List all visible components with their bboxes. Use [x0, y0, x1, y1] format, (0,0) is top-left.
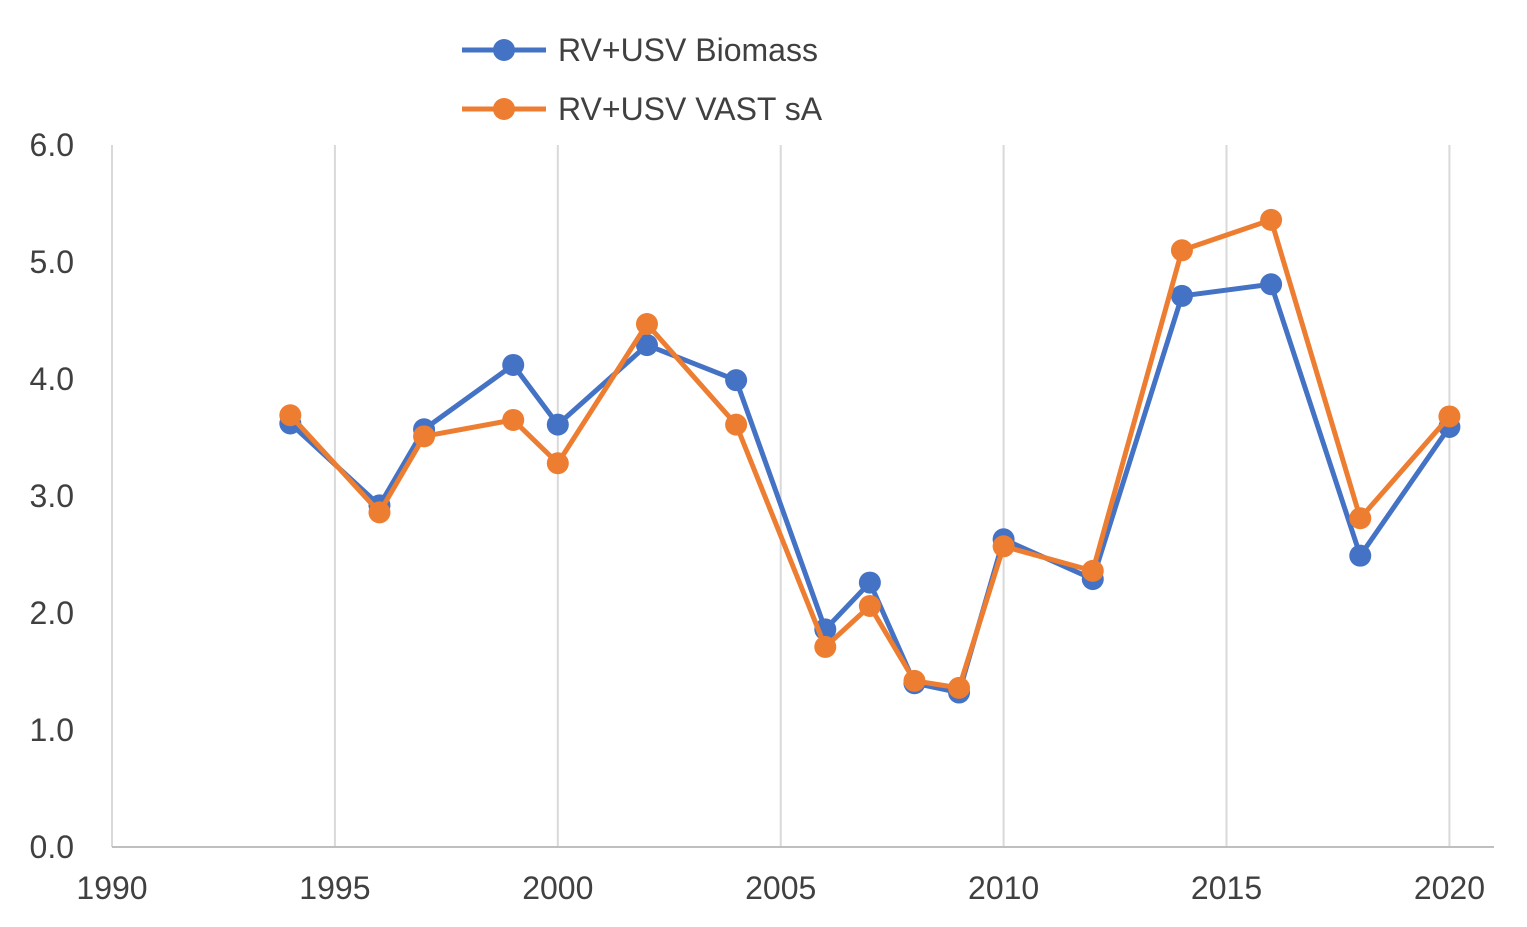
- series-2-point-2014: [1170, 239, 1193, 262]
- series-1-point-2007: [858, 571, 881, 594]
- y-tick-label-0.0: 0.0: [30, 829, 74, 865]
- x-axis-tick-labels: 1990 1995 2000 2005 2010 2015 2020: [76, 870, 1485, 906]
- legend-item-1: RV+USV Biomass: [462, 32, 818, 68]
- legend: RV+USV Biomass RV+USV VAST sA: [462, 32, 823, 127]
- series-2-point-2006: [814, 635, 837, 658]
- series-2-point-2008: [903, 669, 926, 692]
- x-tick-label-2005: 2005: [745, 870, 816, 906]
- legend-label-1: RV+USV Biomass: [558, 32, 818, 68]
- series-2-point-2010: [992, 535, 1015, 558]
- legend-label-2: RV+USV VAST sA: [558, 91, 823, 127]
- series-1-point-2002: [635, 334, 658, 357]
- y-tick-label-3.0: 3.0: [30, 478, 74, 514]
- series-2-point-1996: [368, 501, 391, 524]
- series-1-point-2018: [1349, 544, 1372, 567]
- series-2-point-2012: [1081, 559, 1104, 582]
- series-2-point-2016: [1260, 208, 1283, 231]
- x-tick-label-2000: 2000: [522, 870, 593, 906]
- x-tick-label-2015: 2015: [1191, 870, 1262, 906]
- y-tick-label-5.0: 5.0: [30, 244, 74, 280]
- gridlines: [111, 145, 1451, 847]
- series-1-point-2000: [546, 413, 569, 436]
- y-tick-label-6.0: 6.0: [30, 127, 74, 163]
- legend-item-2: RV+USV VAST sA: [462, 91, 823, 127]
- series-1-point-2004: [725, 369, 748, 392]
- series-2-point-2009: [948, 676, 971, 699]
- series-1-line: [287, 281, 1452, 696]
- series-layer: [279, 208, 1461, 704]
- y-tick-label-2.0: 2.0: [30, 595, 74, 631]
- series-2-point-2002: [635, 313, 658, 336]
- series-2-point-2018: [1349, 507, 1372, 530]
- y-tick-label-1.0: 1.0: [30, 712, 74, 748]
- series-2-point-1999: [502, 408, 525, 431]
- series-2-point-2004: [725, 413, 748, 436]
- legend-swatch-marker-1: [493, 39, 515, 61]
- x-tick-label-2010: 2010: [968, 870, 1039, 906]
- series-1-point-2016: [1260, 273, 1283, 296]
- series-1-point-1999: [502, 353, 525, 376]
- y-axis-tick-labels: 0.0 1.0 2.0 3.0 4.0 5.0 6.0: [30, 127, 74, 865]
- legend-swatch-marker-2: [493, 98, 515, 120]
- series-1: [279, 273, 1461, 704]
- series-1-point-2014: [1170, 284, 1193, 307]
- series-2-point-1997: [413, 425, 436, 448]
- series-2-point-2000: [546, 452, 569, 475]
- x-tick-label-2020: 2020: [1414, 870, 1485, 906]
- x-tick-label-1995: 1995: [299, 870, 370, 906]
- series-2-point-1994: [279, 404, 302, 427]
- series-2-point-2007: [858, 594, 881, 617]
- series-2: [279, 208, 1461, 699]
- y-tick-label-4.0: 4.0: [30, 361, 74, 397]
- series-2-point-2020: [1438, 405, 1461, 428]
- x-tick-label-1990: 1990: [76, 870, 147, 906]
